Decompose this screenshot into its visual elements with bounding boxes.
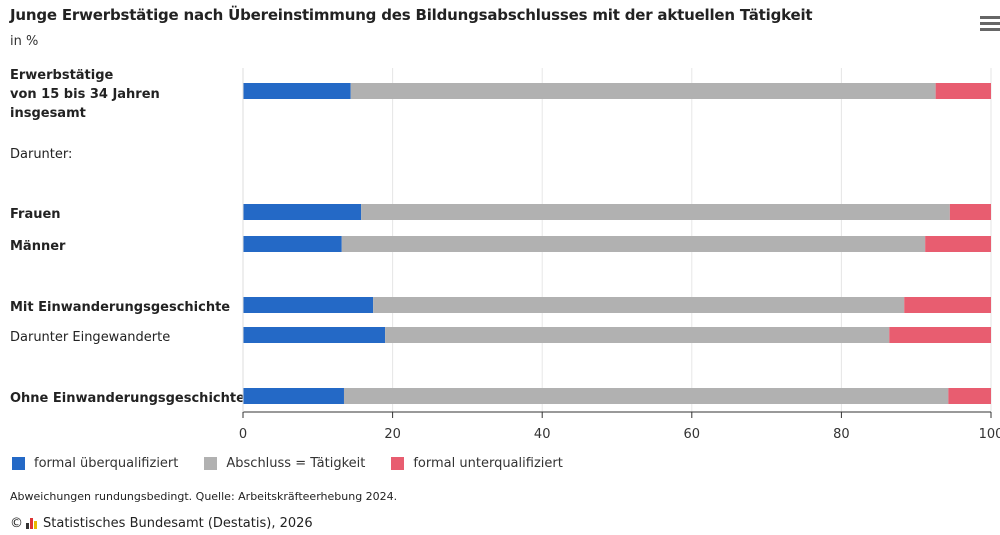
- category-label: Ohne Einwanderungsgeschichte: [10, 391, 245, 406]
- copyright-symbol: ©: [10, 516, 23, 531]
- source-note: Abweichungen rundungsbedingt. Quelle: Ar…: [10, 490, 398, 503]
- bar-segment[interactable]: [243, 204, 362, 220]
- credit-text: Statistisches Bundesamt (Destatis), 2026: [43, 516, 313, 531]
- category-label: Mit Einwanderungsgeschichte: [10, 300, 231, 315]
- bar-segment[interactable]: [243, 236, 342, 252]
- bar-segment[interactable]: [889, 327, 991, 343]
- x-tick-label: 80: [833, 427, 850, 442]
- bar-segment[interactable]: [935, 83, 991, 99]
- legend-item-underqualified[interactable]: formal unterqualifiziert: [391, 456, 563, 471]
- bar-segment[interactable]: [343, 388, 949, 404]
- legend-label: formal überqualifiziert: [34, 456, 179, 471]
- x-tick-label: 0: [239, 427, 247, 442]
- x-tick-label: 100: [979, 427, 1000, 442]
- x-tick-label: 20: [384, 427, 401, 442]
- bar-segment[interactable]: [949, 204, 991, 220]
- group-header-label: Darunter:: [10, 147, 73, 162]
- destatis-logo-icon: [26, 518, 37, 529]
- credit-line: © Statistisches Bundesamt (Destatis), 20…: [10, 516, 313, 531]
- bar-segment[interactable]: [925, 236, 991, 252]
- legend-label: formal unterqualifiziert: [413, 456, 563, 471]
- bar-segment[interactable]: [243, 388, 344, 404]
- bar-segment[interactable]: [385, 327, 890, 343]
- legend-item-matching[interactable]: Abschluss = Tätigkeit: [204, 456, 365, 471]
- bar-segment[interactable]: [350, 83, 936, 99]
- chart-title: Junge Erwerbstätige nach Übereinstimmung…: [10, 6, 813, 24]
- bar-segment[interactable]: [948, 388, 991, 404]
- bar-segment[interactable]: [243, 83, 351, 99]
- x-tick-label: 60: [684, 427, 701, 442]
- stacked-bar-chart: 0 20 40 60 80 100: [239, 68, 1000, 442]
- bar-segment[interactable]: [243, 327, 386, 343]
- legend-item-overqualified[interactable]: formal überqualifiziert: [12, 456, 178, 471]
- chart-subtitle: in %: [10, 34, 39, 49]
- bar-segment[interactable]: [904, 297, 991, 313]
- bar-segment[interactable]: [361, 204, 950, 220]
- legend-swatch-gray: [204, 457, 218, 470]
- bar-segment[interactable]: [341, 236, 926, 252]
- x-tick-label: 40: [534, 427, 551, 442]
- legend-label: Abschluss = Tätigkeit: [226, 456, 366, 471]
- legend: formal überqualifiziert Abschluss = Täti…: [12, 456, 563, 471]
- legend-swatch-red: [391, 457, 405, 470]
- bar-segment[interactable]: [373, 297, 905, 313]
- bar-segment[interactable]: [243, 297, 374, 313]
- category-label: Frauen: [10, 207, 61, 222]
- hamburger-menu-icon[interactable]: [980, 16, 1000, 32]
- category-label: Erwerbstätige von 15 bis 34 Jahren insgesa…: [10, 68, 160, 121]
- legend-swatch-blue: [12, 457, 25, 470]
- category-label: Männer: [10, 239, 66, 254]
- category-label: Darunter Eingewanderte: [10, 330, 171, 345]
